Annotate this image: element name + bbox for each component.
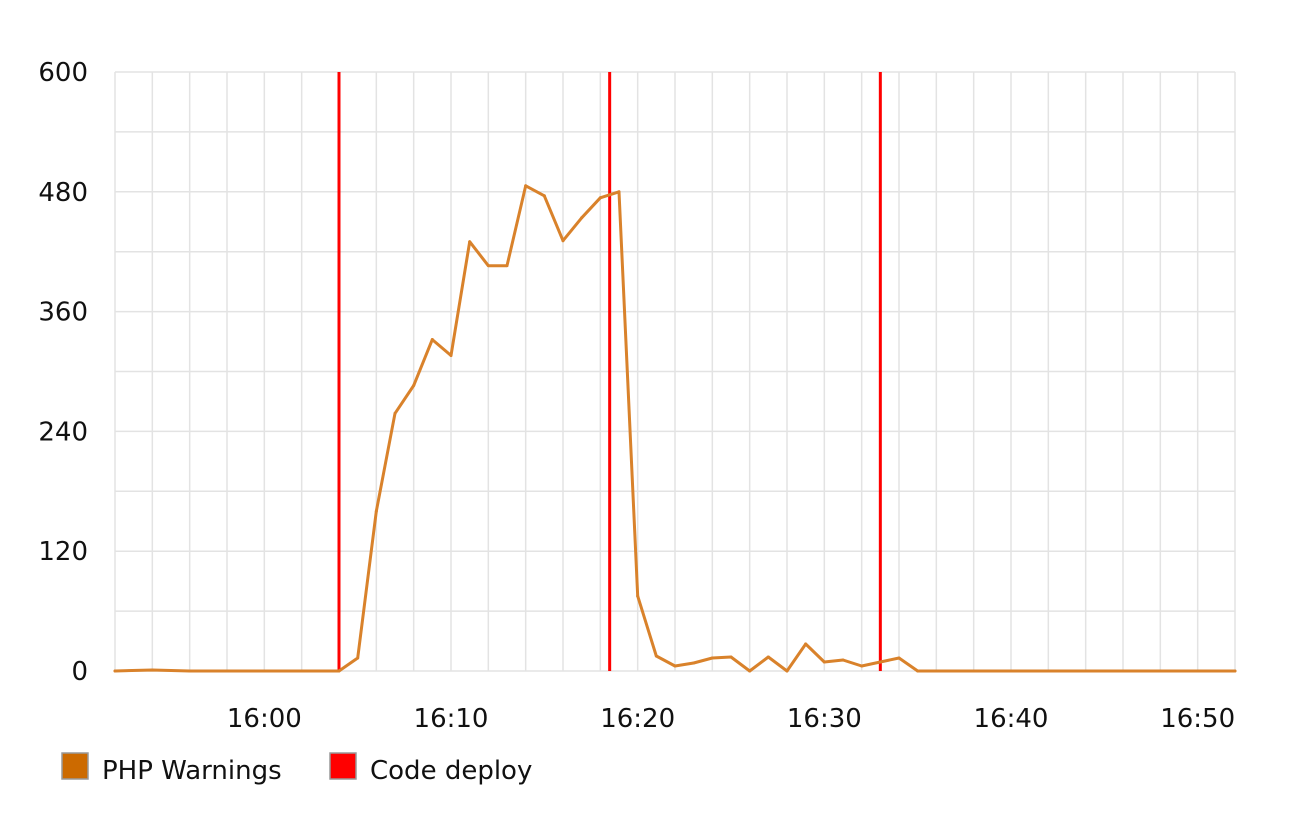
y-tick-label: 0 bbox=[71, 657, 88, 687]
y-tick-label: 600 bbox=[38, 58, 88, 88]
data-point-php-warnings bbox=[860, 664, 864, 668]
data-point-php-warnings bbox=[1102, 669, 1106, 673]
data-point-php-warnings bbox=[356, 656, 360, 660]
data-point-php-warnings bbox=[486, 264, 490, 268]
data-point-php-warnings bbox=[710, 656, 714, 660]
legend-swatch-php-warnings bbox=[61, 752, 89, 780]
data-point-php-warnings bbox=[393, 411, 397, 415]
legend-swatch-code-deploy bbox=[329, 752, 357, 780]
data-point-php-warnings bbox=[505, 264, 509, 268]
y-tick-label: 120 bbox=[38, 537, 88, 567]
data-point-php-warnings bbox=[897, 656, 901, 660]
y-axis: 0 120 240 360 480 600 bbox=[38, 58, 88, 687]
x-axis: 16:00 16:10 16:20 16:30 16:40 16:50 bbox=[227, 704, 1235, 734]
series-layer bbox=[113, 184, 1237, 673]
data-point-php-warnings bbox=[822, 660, 826, 664]
data-point-php-warnings bbox=[188, 669, 192, 673]
data-point-php-warnings bbox=[1009, 669, 1013, 673]
data-point-php-warnings bbox=[766, 655, 770, 659]
legend-label-code-deploy: Code deploy bbox=[370, 756, 532, 786]
data-point-php-warnings bbox=[916, 669, 920, 673]
data-point-php-warnings bbox=[878, 660, 882, 664]
data-point-php-warnings bbox=[598, 196, 602, 200]
data-point-php-warnings bbox=[729, 655, 733, 659]
data-point-php-warnings bbox=[430, 338, 434, 342]
data-point-php-warnings bbox=[1196, 669, 1200, 673]
x-tick-label: 16:50 bbox=[1160, 704, 1235, 734]
data-point-php-warnings bbox=[654, 654, 658, 658]
data-point-php-warnings bbox=[748, 669, 752, 673]
data-point-php-warnings bbox=[225, 669, 229, 673]
x-tick-label: 16:30 bbox=[787, 704, 862, 734]
x-tick-label: 16:40 bbox=[974, 704, 1049, 734]
data-point-php-warnings bbox=[804, 642, 808, 646]
data-point-php-warnings bbox=[636, 594, 640, 598]
data-point-php-warnings bbox=[524, 184, 528, 188]
data-point-php-warnings bbox=[1233, 669, 1237, 673]
data-point-php-warnings bbox=[300, 669, 304, 673]
data-point-php-warnings bbox=[841, 658, 845, 662]
y-tick-label: 480 bbox=[38, 178, 88, 208]
data-point-php-warnings bbox=[113, 669, 117, 673]
data-point-php-warnings bbox=[692, 661, 696, 665]
legend: PHP Warnings Code deploy bbox=[61, 752, 532, 786]
data-point-php-warnings bbox=[468, 240, 472, 244]
data-point-php-warnings bbox=[449, 354, 453, 358]
legend-label-php-warnings: PHP Warnings bbox=[102, 756, 282, 786]
x-tick-label: 16:00 bbox=[227, 704, 302, 734]
data-point-php-warnings bbox=[412, 383, 416, 387]
data-point-php-warnings bbox=[374, 509, 378, 513]
data-point-php-warnings bbox=[580, 216, 584, 220]
x-tick-label: 16:20 bbox=[600, 704, 675, 734]
data-point-php-warnings bbox=[673, 664, 677, 668]
data-point-php-warnings bbox=[542, 194, 546, 198]
data-point-php-warnings bbox=[785, 669, 789, 673]
data-point-php-warnings bbox=[150, 668, 154, 672]
data-point-php-warnings bbox=[617, 190, 621, 194]
data-point-php-warnings bbox=[561, 239, 565, 243]
data-point-php-warnings bbox=[262, 669, 266, 673]
code-deploy-markers bbox=[337, 72, 882, 671]
y-tick-label: 360 bbox=[38, 298, 88, 328]
data-point-php-warnings bbox=[337, 669, 341, 673]
x-tick-label: 16:10 bbox=[414, 704, 489, 734]
grid bbox=[114, 71, 1236, 672]
y-tick-label: 240 bbox=[38, 417, 88, 447]
series-line-php-warnings bbox=[113, 184, 1237, 673]
